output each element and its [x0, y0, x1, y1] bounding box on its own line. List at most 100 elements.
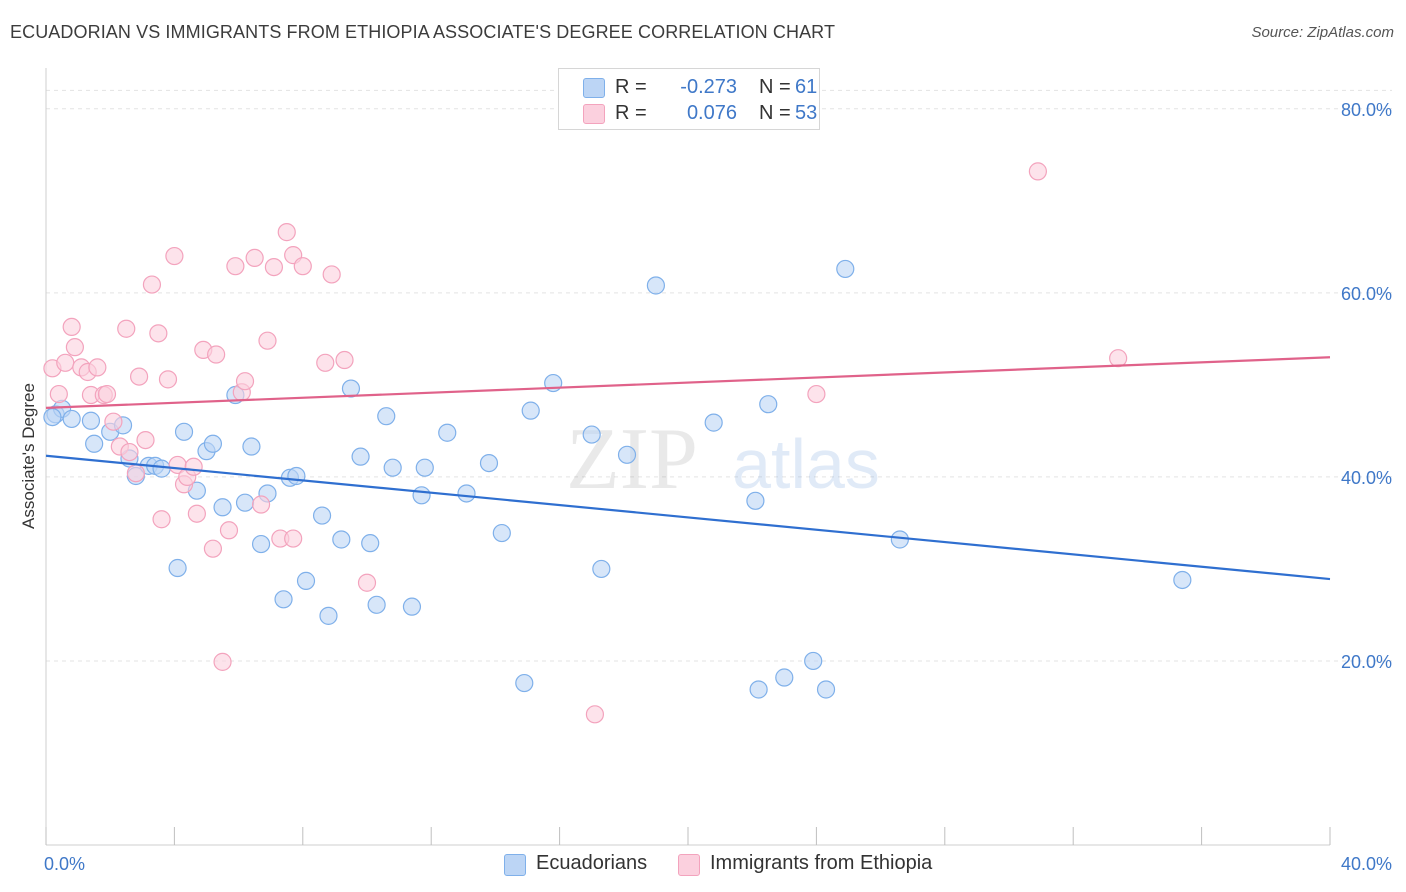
point-ecuadorian — [1173, 570, 1192, 590]
point-ethiopia — [56, 353, 75, 372]
legend-label-ethiopia: Immigrants from Ethiopia — [710, 852, 933, 874]
point-ecuadorian — [242, 437, 261, 456]
point-ecuadorian — [203, 434, 223, 453]
point-ecuadorian — [85, 434, 104, 453]
source-label: Source: ZipAtlas.com — [1251, 24, 1394, 41]
legend-r-value: -0.273 — [680, 76, 737, 98]
point-ecuadorian — [704, 413, 723, 432]
legend-swatch-ecuadorians — [583, 78, 605, 98]
point-ethiopia — [120, 442, 139, 462]
watermark: ZIP atlas — [566, 411, 880, 508]
point-ecuadorian — [412, 486, 431, 505]
point-ecuadorian — [351, 447, 370, 466]
point-ethiopia — [117, 319, 136, 338]
point-ecuadorian — [361, 534, 380, 553]
y-tick-label: 60.0% — [1341, 284, 1392, 304]
series-ecuadorians — [43, 259, 1192, 699]
point-ecuadorian — [312, 506, 332, 525]
point-ethiopia — [203, 539, 223, 558]
point-ecuadorian — [174, 422, 194, 441]
y-axis-label: Associate's Degree — [19, 383, 38, 529]
point-ecuadorian — [251, 534, 271, 554]
point-ecuadorian — [804, 651, 823, 671]
y-tick-label: 80.0% — [1341, 100, 1392, 120]
point-ecuadorian — [836, 259, 855, 279]
point-ecuadorian — [816, 680, 836, 699]
legend-r-label: R = — [615, 76, 647, 98]
point-ethiopia — [585, 705, 605, 724]
point-ecuadorian — [438, 423, 457, 442]
point-ethiopia — [65, 338, 84, 357]
point-ecuadorian — [415, 458, 434, 477]
legend-swatch-ethiopia — [583, 104, 605, 124]
legend-n-value: 53 — [795, 102, 818, 124]
point-ecuadorian — [152, 459, 171, 478]
point-ethiopia — [165, 246, 184, 266]
point-ethiopia — [104, 412, 123, 431]
point-ecuadorian — [332, 530, 351, 549]
point-ecuadorian — [746, 491, 765, 510]
legend-r-label: R = — [615, 102, 647, 124]
point-ethiopia — [142, 275, 162, 294]
point-ethiopia — [136, 430, 155, 450]
point-ethiopia — [62, 317, 81, 337]
point-ecuadorian — [402, 597, 422, 616]
point-ethiopia — [149, 324, 168, 343]
point-ecuadorian — [62, 409, 81, 429]
point-ethiopia — [207, 345, 226, 364]
point-ethiopia — [226, 257, 245, 276]
point-ecuadorian — [81, 411, 101, 430]
legend-label-ecuadorians: Ecuadorians — [536, 852, 648, 874]
point-ethiopia — [245, 248, 264, 267]
y-tick-labels: 20.0% 40.0% 60.0% 80.0% — [1341, 100, 1392, 672]
point-ethiopia — [264, 257, 284, 277]
point-ethiopia — [1109, 349, 1128, 368]
point-ecuadorian — [479, 454, 499, 473]
point-ethiopia — [277, 223, 296, 242]
correlation-legend: R = -0.273 N = 61 R = 0.076 N = 53 — [558, 68, 820, 130]
legend-swatch-ethiopia — [678, 854, 700, 876]
point-ecuadorian — [296, 571, 316, 590]
point-ethiopia — [284, 529, 303, 548]
point-ecuadorian — [646, 276, 666, 295]
point-ethiopia — [88, 358, 107, 377]
point-ecuadorian — [213, 498, 232, 517]
x-tick-label: 0.0% — [44, 854, 85, 874]
point-ecuadorian — [319, 606, 338, 625]
point-ethiopia — [1028, 162, 1047, 181]
point-ethiopia — [335, 350, 354, 370]
legend-n-label: N = — [759, 102, 791, 124]
point-ecuadorian — [492, 523, 511, 543]
watermark-atlas: atlas — [732, 425, 880, 503]
y-tick-label: 20.0% — [1341, 652, 1392, 672]
point-ethiopia — [235, 372, 255, 391]
point-ethiopia — [184, 457, 203, 476]
point-ecuadorian — [377, 407, 396, 426]
legend-swatch-ecuadorians — [504, 854, 526, 876]
point-ethiopia — [152, 510, 171, 529]
point-ethiopia — [187, 504, 206, 523]
trend-lines — [45, 356, 1331, 581]
point-ethiopia — [49, 384, 68, 404]
point-ecuadorian — [367, 595, 386, 614]
point-ecuadorian — [515, 673, 534, 693]
series-legend: Ecuadorians Immigrants from Ethiopia — [0, 852, 1406, 878]
point-ethiopia — [316, 353, 335, 372]
trend-line-ethiopia — [45, 356, 1331, 409]
point-ecuadorian — [592, 559, 611, 579]
point-ecuadorian — [274, 590, 293, 609]
point-ecuadorian — [582, 425, 601, 444]
point-ecuadorian — [43, 407, 62, 427]
point-ethiopia — [158, 370, 178, 389]
point-ecuadorian — [521, 401, 540, 420]
point-ecuadorian — [759, 395, 778, 414]
x-tick-labels: 0.0% 40.0% — [44, 854, 1392, 874]
point-ecuadorian — [287, 466, 306, 486]
point-ethiopia — [322, 265, 341, 284]
point-ethiopia — [807, 384, 826, 404]
point-ethiopia — [126, 464, 145, 483]
point-ethiopia — [357, 573, 377, 592]
point-ecuadorian — [235, 493, 255, 512]
point-ethiopia — [129, 367, 149, 386]
